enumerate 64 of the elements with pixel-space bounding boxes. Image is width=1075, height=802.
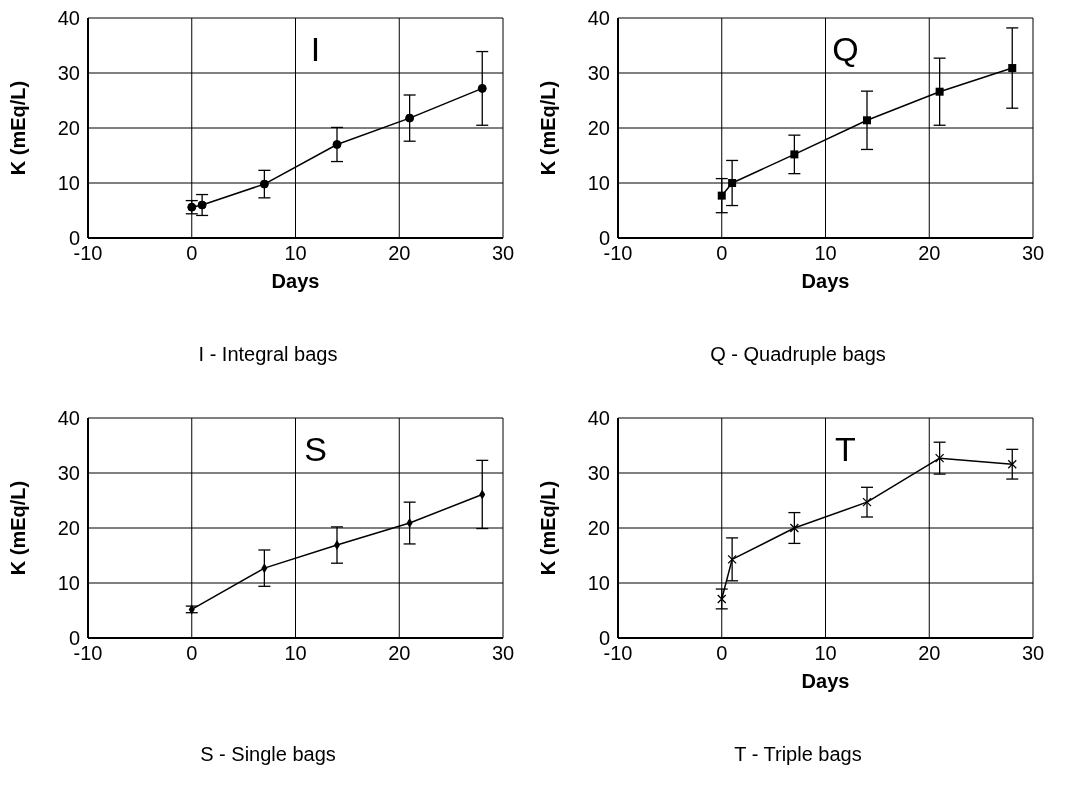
x-tick-label: 10 (814, 242, 837, 265)
x-tick-label: 10 (814, 642, 837, 665)
x-axis-title: Days (271, 270, 320, 292)
y-tick-label: 10 (57, 172, 80, 195)
point (717, 191, 726, 200)
y-tick-label: 30 (57, 62, 80, 85)
y-tick-label: 10 (587, 172, 610, 195)
x-tick-label: 30 (491, 642, 515, 665)
point (197, 200, 207, 210)
point (789, 523, 800, 533)
y-axis-title: K (mEq/L) (7, 80, 30, 176)
text: T - Triple bags (733, 743, 863, 766)
point (259, 179, 269, 189)
point (477, 83, 487, 93)
y-tick-label: 20 (587, 117, 610, 140)
x-tick-label: 0 (716, 242, 728, 265)
point (1007, 459, 1017, 469)
text: Q - Quadruple bags (709, 343, 887, 366)
chart-title: S (303, 430, 328, 469)
y-axis-title: K (mEq/L) (537, 480, 560, 576)
x-tick-label: 30 (1021, 242, 1045, 265)
y-tick-label: 20 (57, 517, 80, 540)
y-tick-label: 30 (57, 462, 80, 485)
point (862, 497, 872, 507)
x-tick-label: 20 (388, 242, 411, 265)
point (934, 453, 945, 463)
point (728, 179, 737, 187)
y-tick-label: 30 (587, 62, 610, 85)
y-tick-label: 20 (57, 117, 80, 140)
y-tick-label: 10 (587, 572, 610, 595)
y-tick-label: 40 (57, 7, 80, 30)
y-tick-label: 20 (587, 517, 610, 540)
x-axis-title: Days (801, 670, 850, 692)
point (935, 87, 944, 96)
point (717, 594, 727, 604)
y-tick-label: 10 (57, 572, 80, 595)
point (727, 554, 737, 564)
x-tick-label: 10 (284, 242, 307, 265)
x-tick-label: 10 (284, 642, 307, 665)
y-axis-title: K (mEq/L) (537, 80, 560, 176)
text: I - Integral bags (197, 343, 339, 366)
y-tick-label: 40 (57, 407, 80, 430)
point (863, 116, 871, 125)
x-tick-label: 20 (918, 242, 941, 265)
point (1008, 64, 1017, 73)
x-tick-label: 30 (1021, 642, 1045, 665)
y-axis-title: K (mEq/L) (7, 480, 30, 576)
x-tick-label: 0 (716, 642, 728, 665)
y-tick-label: 30 (587, 462, 610, 485)
x-tick-label: 0 (186, 242, 198, 265)
y-tick-label: 40 (587, 7, 610, 30)
y-tick-label: 40 (587, 407, 610, 430)
point (790, 150, 799, 159)
chart-title: Q (831, 30, 860, 69)
x-tick-label: 20 (388, 642, 411, 665)
chart-title: T (834, 430, 857, 469)
text: S - Single bags (199, 743, 337, 766)
x-tick-label: 30 (491, 242, 515, 265)
point (405, 113, 415, 123)
chart-title: I (309, 30, 322, 69)
x-axis-title: Days (801, 270, 850, 292)
x-tick-label: 0 (186, 642, 198, 665)
point (332, 140, 342, 149)
x-tick-label: 20 (918, 642, 941, 665)
